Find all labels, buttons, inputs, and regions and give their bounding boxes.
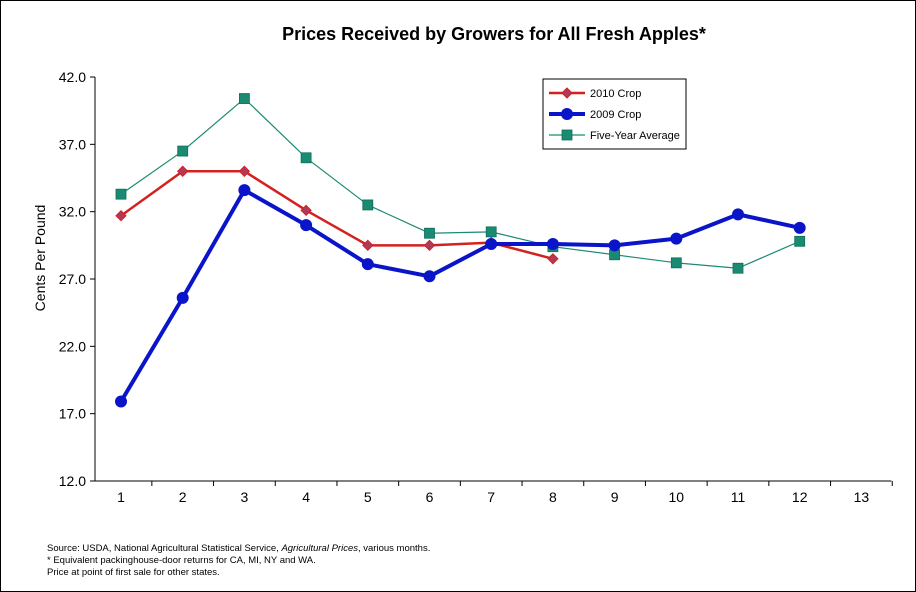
y-tick-label: 17.0	[59, 406, 86, 422]
x-tick-label: 12	[792, 489, 808, 505]
x-tick-label: 9	[611, 489, 619, 505]
y-tick-label: 27.0	[59, 271, 86, 287]
data-point-2009-crop	[361, 258, 374, 271]
series-layer	[115, 93, 806, 408]
data-point-2009-crop	[176, 291, 189, 304]
data-point-2009-crop	[670, 232, 683, 245]
data-point-2009-crop	[732, 208, 744, 221]
data-point-five-year-average	[732, 262, 744, 274]
legend-label: 2009 Crop	[590, 109, 641, 121]
y-tick-label: 12.0	[59, 473, 86, 489]
data-point-2009-crop	[115, 395, 127, 408]
legend: 2010 Crop 2009 Crop Five-Year Average	[542, 78, 687, 150]
series-five-year-average	[115, 93, 806, 274]
data-point-2009-crop	[423, 270, 436, 283]
legend-entry-2009-crop: 2009 Crop	[549, 108, 641, 121]
source-prefix: Source: USDA, National Agricultural Stat…	[47, 543, 282, 554]
x-tick-label: 7	[487, 489, 495, 505]
x-tick-label: 4	[302, 489, 310, 505]
data-point-five-year-average	[670, 257, 682, 269]
footnote-packinghouse: * Equivalent packinghouse-door returns f…	[47, 555, 316, 566]
data-point-2010-crop	[238, 165, 251, 177]
series-2010-crop	[115, 165, 559, 265]
data-point-2010-crop	[176, 165, 189, 177]
x-tick-label: 6	[426, 489, 434, 505]
x-tick-label: 11	[731, 489, 746, 505]
data-point-five-year-average	[362, 199, 374, 211]
data-point-five-year-average	[424, 227, 435, 239]
data-point-2009-crop	[546, 237, 559, 250]
data-point-2009-crop	[238, 184, 251, 197]
data-point-2010-crop	[547, 253, 559, 265]
x-tick-label: 1	[117, 489, 125, 505]
legend-entry-five-year-average: Five-Year Average	[549, 129, 680, 142]
source-publication: Agricultural Prices	[281, 543, 358, 554]
data-point-2009-crop	[793, 221, 806, 234]
x-tick-label: 13	[854, 489, 870, 505]
data-point-2010-crop	[423, 239, 436, 252]
y-tick-label: 42.0	[59, 69, 86, 85]
data-point-2010-crop	[300, 204, 312, 217]
data-point-five-year-average	[238, 93, 250, 104]
x-tick-label: 3	[241, 489, 249, 505]
data-point-five-year-average	[794, 235, 806, 247]
y-tick-label: 32.0	[59, 204, 86, 220]
x-tick-label: 2	[179, 489, 187, 505]
data-point-2010-crop	[115, 209, 127, 222]
data-point-five-year-average	[485, 226, 497, 238]
footnotes: Source: USDA, National Agricultural Stat…	[47, 543, 430, 579]
series-line-2010-crop	[120, 170, 554, 261]
legend-marker	[561, 87, 573, 99]
legend-label: 2010 Crop	[590, 88, 641, 100]
data-point-2009-crop	[300, 219, 313, 232]
data-point-2009-crop	[485, 237, 498, 250]
y-tick-label: 37.0	[59, 136, 86, 152]
data-point-five-year-average	[177, 145, 189, 157]
legend-entry-2010-crop: 2010 Crop	[549, 87, 641, 100]
footnote-first-sale: Price at point of first sale for other s…	[47, 567, 220, 578]
series-2009-crop	[115, 184, 806, 408]
series-line-2009-crop	[119, 188, 801, 403]
data-point-five-year-average	[115, 188, 127, 200]
x-tick-label: 5	[364, 489, 372, 505]
data-point-2010-crop	[362, 239, 374, 252]
legend-marker	[561, 129, 573, 141]
series-line-five-year-average	[120, 97, 800, 269]
source-note: Source: USDA, National Agricultural Stat…	[47, 543, 430, 555]
axes: 12.017.022.027.032.037.042.01 2 3 4 5 6 7 8 9 10 1…	[59, 69, 893, 505]
legend-label: Five-Year Average	[590, 130, 680, 142]
source-suffix: , various months.	[358, 543, 431, 554]
data-point-2009-crop	[608, 239, 621, 252]
x-tick-label: 10	[669, 489, 685, 505]
y-tick-label: 22.0	[59, 338, 86, 354]
data-point-five-year-average	[300, 152, 312, 164]
legend-marker	[561, 108, 573, 120]
x-tick-label: 8	[549, 489, 557, 505]
y-axis-label: Cents Per Pound	[32, 205, 48, 312]
chart-title: Prices Received by Growers for All Fresh…	[282, 24, 706, 44]
